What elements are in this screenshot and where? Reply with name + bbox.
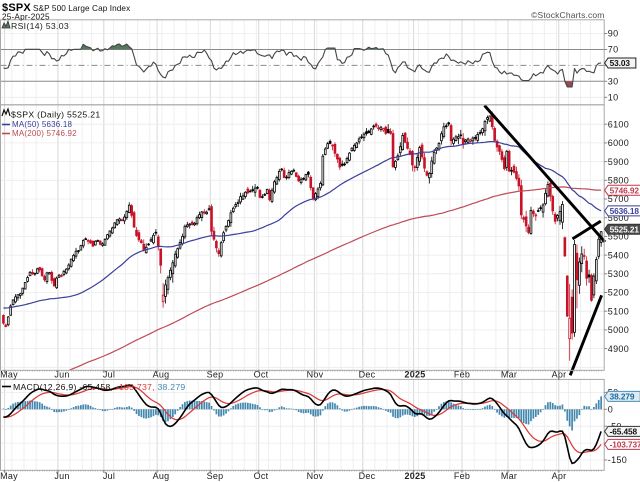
svg-text:Oct: Oct [254,471,269,481]
svg-text:Aug: Aug [153,369,170,379]
svg-text:2025: 2025 [404,369,425,379]
svg-text:5636.18: 5636.18 [610,206,640,216]
svg-text:Jun: Jun [54,471,69,481]
svg-text:Apr: Apr [552,471,567,481]
svg-text:53.03: 53.03 [610,58,631,68]
svg-text:6100: 6100 [608,119,629,129]
svg-text:MA(200) 5746.92: MA(200) 5746.92 [12,129,77,138]
svg-text:6000: 6000 [608,138,629,148]
svg-text:Jul: Jul [103,471,115,481]
svg-text:Dec: Dec [359,369,376,379]
svg-text:Jun: Jun [54,369,69,379]
svg-text:May: May [0,471,18,481]
svg-text:S&P 500 Large Cap Index: S&P 500 Large Cap Index [33,4,130,13]
svg-text:90: 90 [608,29,619,39]
svg-text:Aug: Aug [153,471,170,481]
svg-text:10: 10 [608,93,619,103]
svg-text:38.279: 38.279 [610,392,635,402]
svg-text:4900: 4900 [608,344,629,354]
svg-text:Oct: Oct [254,369,269,379]
svg-text:$SPX (Daily) 5525.21: $SPX (Daily) 5525.21 [11,110,101,120]
svg-text:2025: 2025 [404,471,425,481]
svg-text:5400: 5400 [608,250,629,260]
svg-text:5525.21: 5525.21 [610,224,640,234]
svg-text:Sep: Sep [207,471,224,481]
svg-text:5600: 5600 [608,213,629,223]
svg-text:5746.92: 5746.92 [610,185,640,195]
svg-text:Sep: Sep [207,369,224,379]
svg-text:MA(50) 5636.18: MA(50) 5636.18 [12,120,73,129]
svg-text:-150: -150 [608,455,627,465]
svg-text:Nov: Nov [307,369,324,379]
svg-text:5500: 5500 [608,232,629,242]
svg-text:5200: 5200 [608,288,629,298]
svg-text:5900: 5900 [608,157,629,167]
svg-text:Nov: Nov [307,471,324,481]
svg-text:RSI(14) 53.03: RSI(14) 53.03 [11,21,69,31]
svg-text:©StockCharts.com: ©StockCharts.com [531,10,604,20]
svg-text:Mar: Mar [501,369,517,379]
svg-text:-103.737: -103.737 [610,440,640,450]
svg-text:5700: 5700 [608,194,629,204]
svg-text:Jul: Jul [103,369,115,379]
svg-text:Feb: Feb [454,369,470,379]
svg-text:Feb: Feb [454,471,470,481]
svg-text:May: May [0,369,18,379]
svg-text:MACD(12,26,9) -65.458, -103.73: MACD(12,26,9) -65.458, -103.737, 38.279 [13,382,186,392]
svg-text:-65.458: -65.458 [610,427,638,437]
svg-text:5800: 5800 [608,176,629,186]
svg-text:5100: 5100 [608,306,629,316]
svg-text:5000: 5000 [608,325,629,335]
svg-text:$SPX: $SPX [2,2,31,14]
svg-text:Apr: Apr [552,369,567,379]
svg-text:25-Apr-2025: 25-Apr-2025 [2,12,50,21]
svg-text:Dec: Dec [359,471,376,481]
svg-text:5300: 5300 [608,269,629,279]
svg-text:Mar: Mar [501,471,517,481]
svg-text:0: 0 [608,405,613,415]
svg-text:70: 70 [608,45,619,55]
svg-text:30: 30 [608,77,619,87]
